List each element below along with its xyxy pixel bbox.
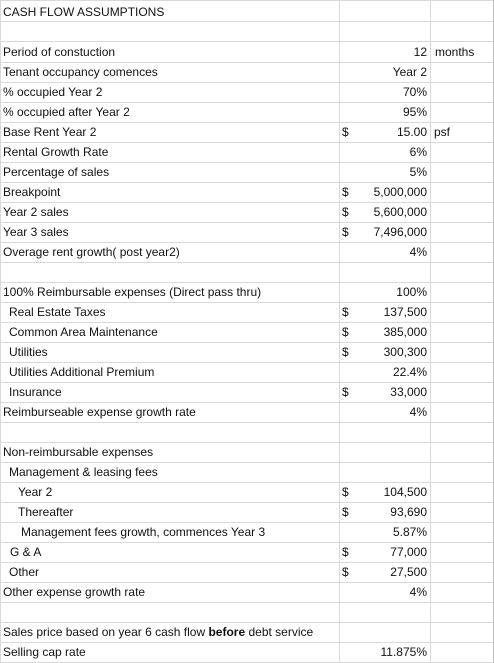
row-label[interactable]: Selling cap rate (3, 645, 86, 659)
row-value[interactable]: 95% (402, 105, 427, 119)
row-label[interactable]: Non-reimbursable expenses (3, 445, 154, 459)
dollar-sign: $ (342, 325, 349, 339)
dollar-sign: $ (342, 485, 349, 499)
row-label[interactable]: Reimburseable expense growth rate (3, 405, 196, 419)
dollar-sign: $ (342, 305, 349, 319)
row-label[interactable]: Overage rent growth( post year2) (3, 245, 180, 259)
label-part: Sales price based on year 6 cash flow (3, 625, 209, 639)
row-value[interactable]: 93,690 (390, 505, 427, 519)
row-value[interactable]: 5% (409, 165, 427, 179)
row-label[interactable]: Year 2 sales (3, 205, 69, 219)
row-value[interactable]: 12 (413, 45, 427, 59)
row-label[interactable]: Utilities (9, 345, 48, 359)
row-label[interactable]: Base Rent Year 2 (3, 125, 97, 139)
row-value[interactable]: 27,500 (390, 565, 427, 579)
row-value[interactable]: 4% (409, 245, 427, 259)
row-label[interactable]: % occupied Year 2 (3, 85, 103, 99)
row-value[interactable]: 5,000,000 (373, 185, 427, 199)
dollar-sign: $ (342, 565, 349, 579)
row-unit[interactable]: psf (434, 125, 451, 139)
row-value[interactable]: 6% (409, 145, 427, 159)
label-part: debt service (245, 625, 314, 639)
row-label[interactable]: Real Estate Taxes (9, 305, 106, 319)
row-label[interactable]: Year 3 sales (3, 225, 69, 239)
row-value[interactable]: 7,496,000 (373, 225, 427, 239)
row-value[interactable]: 11.875% (380, 645, 427, 659)
dollar-sign: $ (342, 545, 349, 559)
row-value[interactable]: 33,000 (390, 385, 427, 399)
row-value[interactable]: Year 2 (392, 65, 427, 79)
row-value[interactable]: 104,500 (383, 485, 427, 499)
row-value[interactable]: 300,300 (383, 345, 427, 359)
row-label[interactable]: Breakpoint (3, 185, 61, 199)
label-bold-part: before (208, 625, 246, 639)
row-label[interactable]: G & A (10, 545, 42, 559)
row-value[interactable]: 70% (402, 85, 427, 99)
row-label[interactable]: % occupied after Year 2 (3, 105, 130, 119)
row-label[interactable]: Management & leasing fees (9, 465, 158, 479)
row-label[interactable]: 100% Reimbursable expenses (Direct pass … (3, 285, 262, 299)
row-value[interactable]: 4% (409, 405, 427, 419)
row-label[interactable]: Management fees growth, commences Year 3 (21, 525, 266, 539)
dollar-sign: $ (342, 385, 349, 399)
row-value[interactable]: 100% (396, 285, 427, 299)
sheet-title: CASH FLOW ASSUMPTIONS (3, 5, 165, 19)
row-label[interactable]: Thereafter (18, 505, 74, 519)
row-label[interactable]: Common Area Maintenance (9, 325, 158, 339)
row-value[interactable]: 22.4% (392, 365, 427, 379)
row-value[interactable]: 385,000 (383, 325, 427, 339)
row-value[interactable]: 5,600,000 (373, 205, 427, 219)
row-label[interactable]: Tenant occupancy comences (3, 65, 158, 79)
dollar-sign: $ (342, 505, 349, 519)
dollar-sign: $ (342, 205, 349, 219)
row-value[interactable]: 137,500 (383, 305, 427, 319)
row-unit[interactable]: months (435, 45, 475, 59)
row-label[interactable]: Other expense growth rate (3, 585, 146, 599)
dollar-sign: $ (342, 225, 349, 239)
row-value[interactable]: 5.87% (392, 525, 427, 539)
dollar-sign: $ (342, 185, 349, 199)
row-value[interactable]: 77,000 (390, 545, 427, 559)
row-label-sales-price[interactable]: Sales price based on year 6 cash flow be… (3, 622, 313, 642)
row-value[interactable]: 15.00 (396, 125, 427, 139)
row-label[interactable]: Rental Growth Rate (3, 145, 109, 159)
dollar-sign: $ (342, 345, 349, 359)
row-label[interactable]: Period of constuction (3, 45, 116, 59)
row-label[interactable]: Year 2 (18, 485, 53, 499)
row-label[interactable]: Utilities Additional Premium (9, 365, 155, 379)
row-label[interactable]: Percentage of sales (3, 165, 110, 179)
row-value[interactable]: 4% (409, 585, 427, 599)
row-label[interactable]: Other (9, 565, 40, 579)
dollar-sign: $ (342, 125, 349, 139)
row-label[interactable]: Insurance (9, 385, 62, 399)
